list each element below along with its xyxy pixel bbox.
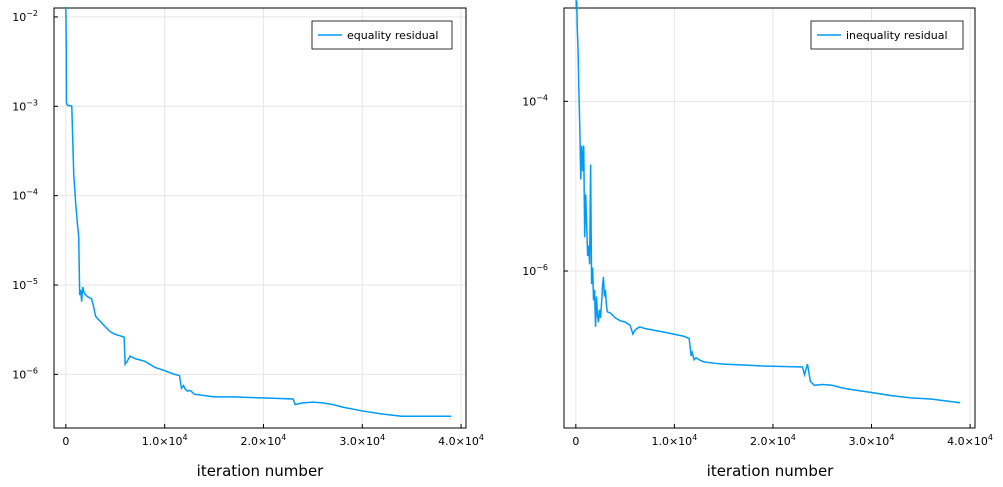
x-tick-base: 0 <box>62 435 69 448</box>
grid-lines <box>54 8 466 428</box>
x-tick-base: 2.0×10 <box>750 435 791 448</box>
x-tick-label: 2.0×104 <box>750 433 796 448</box>
y-tick-base: 10 <box>12 100 26 113</box>
x-tick-label: 1.0×104 <box>651 433 697 448</box>
y-tick-exponent: −5 <box>26 277 38 286</box>
y-tick-exponent: −4 <box>536 93 548 102</box>
y-tick-label: 10−4 <box>522 93 548 108</box>
x-tick-exponent: 4 <box>988 433 993 442</box>
y-axis-ticks: 10−410−6 <box>522 93 568 278</box>
x-tick-label: 4.0×104 <box>438 433 484 448</box>
y-tick-base: 10 <box>522 95 536 108</box>
x-axis-ticks: 0 1.0×104 2.0×104 3.0×104 4.0×104 <box>572 424 993 448</box>
x-tick-exponent: 4 <box>380 433 385 442</box>
x-tick-label: 1.0×104 <box>142 433 188 448</box>
legend-label: equality residual <box>347 29 438 42</box>
grid-lines <box>564 8 975 428</box>
x-tick-base: 1.0×10 <box>651 435 692 448</box>
y-tick-base: 10 <box>12 368 26 381</box>
x-tick-label: 2.0×104 <box>241 433 287 448</box>
y-axis-ticks: 10−210−310−410−510−6 <box>12 9 58 381</box>
x-tick-base: 1.0×10 <box>142 435 183 448</box>
x-tick-base: 0 <box>572 435 579 448</box>
y-tick-exponent: −6 <box>536 263 548 272</box>
x-tick-exponent: 4 <box>692 433 697 442</box>
x-tick-exponent: 4 <box>889 433 894 442</box>
y-tick-label: 10−5 <box>12 277 38 292</box>
y-tick-exponent: −3 <box>26 98 38 107</box>
y-tick-base: 10 <box>12 11 26 24</box>
inequality-residual-line <box>575 0 961 404</box>
x-tick-exponent: 4 <box>182 433 187 442</box>
plot-frame <box>563 7 976 429</box>
y-tick-exponent: −6 <box>26 366 38 375</box>
x-tick-label: 0 <box>62 435 69 448</box>
x-tick-label: 3.0×104 <box>849 433 895 448</box>
x-axis-ticks: 0 1.0×104 2.0×104 3.0×104 4.0×104 <box>62 424 484 448</box>
x-axis-label: iteration number <box>197 462 325 480</box>
legend-label: inequality residual <box>846 29 948 42</box>
x-tick-label: 0 <box>572 435 579 448</box>
y-tick-label: 10−2 <box>12 9 38 24</box>
equality-residual-line <box>65 6 452 417</box>
x-tick-base: 3.0×10 <box>849 435 890 448</box>
y-tick-base: 10 <box>12 190 26 203</box>
x-tick-label: 4.0×104 <box>947 433 993 448</box>
x-tick-exponent: 4 <box>479 433 484 442</box>
x-tick-base: 4.0×10 <box>947 435 988 448</box>
y-tick-label: 10−6 <box>522 263 548 278</box>
x-tick-exponent: 4 <box>791 433 796 442</box>
y-tick-exponent: −2 <box>26 9 38 18</box>
y-tick-exponent: −4 <box>26 188 38 197</box>
y-tick-base: 10 <box>522 265 536 278</box>
equality-residual-chart: 0 1.0×104 2.0×104 3.0×104 4.0×104 10−210−310… <box>12 6 484 480</box>
x-axis-label: iteration number <box>707 462 835 480</box>
y-tick-label: 10−6 <box>12 366 38 381</box>
plot-frame <box>53 7 467 429</box>
legend: inequality residual <box>810 20 964 50</box>
y-tick-label: 10−3 <box>12 98 38 113</box>
x-tick-base: 3.0×10 <box>339 435 380 448</box>
x-tick-base: 2.0×10 <box>241 435 282 448</box>
y-tick-base: 10 <box>12 279 26 292</box>
x-tick-label: 3.0×104 <box>339 433 385 448</box>
legend: equality residual <box>311 20 453 50</box>
inequality-residual-chart: 0 1.0×104 2.0×104 3.0×104 4.0×104 10−410−6 i… <box>522 0 993 480</box>
y-tick-label: 10−4 <box>12 188 38 203</box>
x-tick-base: 4.0×10 <box>438 435 479 448</box>
x-tick-exponent: 4 <box>281 433 286 442</box>
